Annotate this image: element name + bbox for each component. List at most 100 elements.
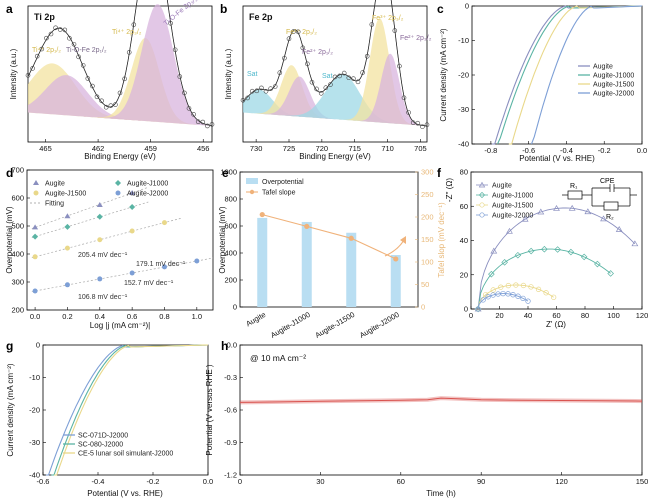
xps-point-a-4 [30, 66, 35, 71]
nyquist-point-3-0 [475, 306, 481, 312]
panel-h-xtick-label-5: 150 [636, 477, 649, 486]
lsv-6-ytick-label-1: -10 [29, 373, 40, 382]
tafel-point-2-2 [97, 237, 103, 243]
panel-h-xtick-label-2: 60 [397, 477, 405, 486]
lsv-line-6-2 [54, 344, 209, 476]
xps-point-b-16 [259, 85, 264, 91]
nyquist-point-1-15 [514, 251, 522, 259]
legend-label-6-1: SC-080-J2000 [78, 442, 123, 449]
xps-point-b-44 [291, 29, 296, 34]
equivalent-circuit: R₁ CPE R₂ [562, 178, 637, 221]
xps-point-b-108 [364, 53, 370, 59]
panel-g-xlabel: Potential (V vs. RHE) [87, 489, 163, 498]
tafel-point-3-3 [129, 270, 135, 276]
panel-d-ytick-label-2: 400 [11, 250, 24, 259]
d-legend-label-3: Augite-J2000 [127, 191, 168, 198]
panel-d-xtick-label-4: 0.8 [159, 312, 169, 321]
xps-peak-b-2 [243, 76, 427, 126]
tafel-point-1-1 [64, 223, 71, 230]
slope-label-j1000: 179.1 mV dec⁻¹ [136, 261, 186, 268]
xps-point-a-68 [103, 104, 109, 110]
xps-point-a-160 [209, 122, 215, 127]
tafel-point-3-0 [32, 288, 38, 294]
sat-label-2: Sat [322, 73, 333, 80]
slope-label-j2000: 106.8 mV dec⁻¹ [78, 294, 128, 301]
xps-point-b-68 [318, 90, 324, 96]
nyquist-point-2-45 [543, 290, 549, 296]
nyquist-point-2-15 [498, 284, 504, 290]
nyquist-point-3-5 [480, 297, 486, 303]
e-tafel-line [262, 214, 397, 260]
xps-point-a-140 [186, 106, 192, 111]
panel-h-xtick-label-0: 0 [238, 477, 242, 486]
panel-e-ytick-label-4: 800 [224, 195, 237, 204]
f-legend-marker-3 [479, 212, 485, 218]
e-legend-line-dot [249, 189, 255, 195]
xps-peak-a-3 [28, 4, 212, 126]
lsv-line-2-3 [530, 5, 643, 145]
nyquist-point-1-20 [527, 247, 535, 255]
e-tafel-point-1 [304, 223, 310, 230]
panel-d-xtick-label-3: 0.6 [127, 312, 137, 321]
nyquist-point-0-40 [600, 215, 607, 222]
d-legend-label-0: Augite [45, 181, 65, 188]
xps-peak-b-5 [243, 53, 427, 126]
nyquist-point-0-25 [553, 204, 560, 211]
xps-point-b-148 [410, 120, 416, 126]
xps-point-b-80 [332, 74, 338, 80]
xps-point-a-124 [168, 20, 173, 26]
panel-h-ytick-label-3: -0.9 [224, 438, 237, 447]
xps-point-b-100 [355, 79, 361, 85]
panel-d-xtick-label-0: 0.0 [30, 312, 40, 321]
legend-label-6-2: CE-5 lunar soil simulant-J2000 [78, 451, 173, 458]
lsv-2-ytick-label-0: 0 [465, 2, 469, 11]
panel-f-xlabel: Z' (Ω) [546, 320, 566, 329]
panel-f-xtick-label-0: 0 [469, 311, 473, 320]
xps-point-a-16 [44, 35, 49, 41]
e-ytick2-label-0: 0 [421, 303, 425, 312]
panel-c-ylabel: Current density (mA cm⁻²) [439, 28, 448, 121]
panel-d-ylabel: Overpotential (mV) [5, 206, 14, 273]
ti4-2p12-label: Ti⁴⁺ 2p₁/₂ [32, 47, 61, 54]
ti4-2p32-label: Ti⁴⁺ 2p₃/₂ [112, 29, 142, 36]
nyquist-point-3-15 [490, 292, 496, 298]
panel-d-xlabel: Log |j (mA cm⁻²)| [90, 321, 150, 330]
tafel-point-2-4 [161, 220, 167, 226]
panel-h-xtick-label-4: 120 [555, 477, 568, 486]
panel-g-letter: g [6, 339, 13, 353]
xps-point-b-32 [277, 70, 283, 76]
f-legend-label-3: Augite-J2000 [492, 213, 533, 220]
panel-a-xlabel: Binding Energy (eV) [84, 152, 156, 161]
panel-b-letter: b [220, 2, 227, 16]
panel-c: -0.8 -0.6 -0.4 -0.2 0.0 0 -10 -20 -30 -40 Augite A… [439, 2, 647, 164]
e-category-label-1: Augite-J1000 [269, 310, 312, 340]
panel-h: 0 30 60 90 120 150 0.0 -0.3 -0.6 -0.9 -1.2 @ 10 mA… [205, 341, 648, 499]
panel-a-xtick-label-1: 462 [92, 144, 105, 153]
f-legend-marker-0 [478, 181, 486, 188]
xps-point-a-52 [85, 76, 91, 81]
panel-h-letter: h [221, 339, 228, 353]
xps-point-a-32 [62, 27, 68, 33]
panel-f-xtick-label-3: 60 [552, 311, 560, 320]
panel-h-ytick-label-1: -0.3 [224, 373, 237, 382]
e-ytick2-label-1: 50 [421, 280, 429, 289]
nyquist-point-2-25 [513, 282, 519, 288]
e-ytick2-label-3: 150 [421, 235, 434, 244]
xps-point-b-132 [392, 28, 398, 33]
xps-point-b-152 [415, 120, 421, 126]
panel-f-ytick-label-1: 20 [460, 270, 468, 279]
nyquist-point-0-5 [490, 247, 498, 254]
nyquist-point-2-35 [528, 284, 534, 290]
panel-h-ytick-label-2: -0.6 [224, 406, 237, 415]
xps-point-a-56 [90, 83, 95, 89]
nyquist-point-3-40 [515, 293, 521, 299]
tafel-point-0-3 [129, 189, 136, 195]
xps-point-b-92 [346, 75, 352, 81]
nyquist-point-1-45 [594, 260, 601, 268]
fe2-2p32-label: Fe²⁺ 2p₃/₂ [400, 35, 432, 42]
xps-peak-b-3 [243, 74, 427, 126]
lsv-6-ytick-label-0: 0 [36, 341, 40, 350]
xps-point-b-24 [268, 86, 273, 92]
xps-point-b-40 [286, 36, 292, 41]
slope-label-augite: 205.4 mV dec⁻¹ [78, 252, 128, 259]
